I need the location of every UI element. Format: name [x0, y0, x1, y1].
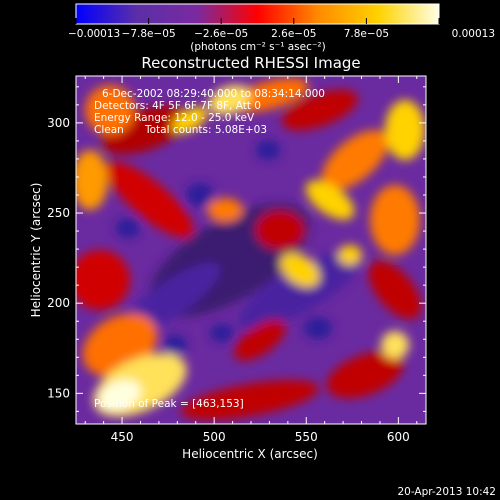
annotation-total-counts: Total counts: 5.08E+03 — [144, 124, 267, 136]
colorbar-tick-label: −7.8e−05 — [122, 28, 176, 40]
heatmap-blob — [282, 89, 358, 131]
heatmap-blob — [208, 84, 252, 116]
y-tick-label: 300 — [47, 116, 70, 130]
heatmap-blob — [238, 250, 362, 330]
heatmap-blob — [234, 319, 286, 361]
colorbar-tick-label: −2.6e−05 — [194, 28, 248, 40]
heatmap-blob — [106, 162, 194, 238]
annotation-energy: Energy Range: 12.0 - 25.0 keV — [94, 112, 255, 124]
heatmap-image — [76, 76, 426, 424]
heatmap-blob — [304, 317, 332, 339]
annotation-clean: Clean — [94, 124, 124, 136]
colorbar-tick-label: 7.8e−05 — [344, 28, 389, 40]
x-tick-label: 450 — [111, 430, 134, 444]
heatmap-blob — [368, 260, 422, 320]
x-axis-label: Heliocentric X (arcsec) — [182, 447, 318, 461]
heatmap-blob — [385, 100, 425, 160]
heatmap-blob — [321, 130, 389, 190]
heatmap-blob — [116, 218, 140, 238]
annotation-time-range: 6-Dec-2002 08:29:40.000 to 08:34:14.000 — [102, 88, 325, 100]
heatmap-blobs — [76, 77, 425, 420]
heatmap-blob — [255, 210, 305, 250]
colorbar — [75, 3, 440, 25]
heatmap-blob — [163, 335, 187, 355]
y-tick-label: 150 — [47, 386, 70, 400]
heatmap-blob — [338, 245, 362, 265]
heatmap-blob — [207, 198, 243, 222]
heatmap-blob — [102, 105, 188, 155]
heatmap-blob — [171, 106, 209, 134]
heatmap-blob — [76, 250, 130, 310]
heatmap-blob — [326, 351, 404, 399]
heatmap-blob — [256, 140, 280, 160]
heatmap-blob — [305, 180, 355, 220]
x-tick-label: 500 — [203, 430, 226, 444]
colorbar-tick-label: 2.6e−05 — [271, 28, 316, 40]
colorbar-ticks: −0.00013 −7.8e−05 −2.6e−05 2.6e−05 7.8e−05 0.… — [68, 18, 495, 40]
heatmap-blob — [76, 150, 108, 210]
chart-title: Reconstructed RHESSI Image — [141, 54, 360, 72]
heatmap-blob — [85, 85, 135, 135]
x-axis-ticks: 450 500 550 600 — [84, 76, 418, 444]
y-tick-label: 250 — [47, 206, 70, 220]
colorbar-tick-label: −0.00013 — [68, 28, 120, 40]
y-axis-label: Heliocentric Y (arcsec) — [29, 183, 43, 318]
y-tick-label: 200 — [47, 296, 70, 310]
x-tick-label: 550 — [295, 430, 318, 444]
heatmap-blob — [210, 324, 234, 342]
footer-timestamp: 20-Apr-2013 10:42 — [397, 486, 496, 498]
annotation-peak: Position of Peak = [463,153] — [94, 398, 244, 410]
x-tick-label: 600 — [387, 430, 410, 444]
colorbar-units: (photons cm⁻² s⁻¹ asec⁻²) — [190, 41, 325, 53]
heatmap-blob — [280, 252, 320, 288]
annotation-detectors: Detectors: 4F 5F 6F 7F 8F, Att 0 — [94, 100, 261, 112]
heatmap-blob — [186, 183, 214, 207]
heatmap-blob — [181, 380, 319, 420]
heatmap-blob — [98, 379, 142, 411]
heatmap-blob — [231, 77, 309, 113]
y-axis-ticks: 150 200 250 300 — [47, 86, 426, 412]
colorbar-tick-label: 0.00013 — [452, 28, 495, 40]
heatmap-blob — [381, 331, 409, 359]
heatmap-blob — [370, 185, 420, 255]
